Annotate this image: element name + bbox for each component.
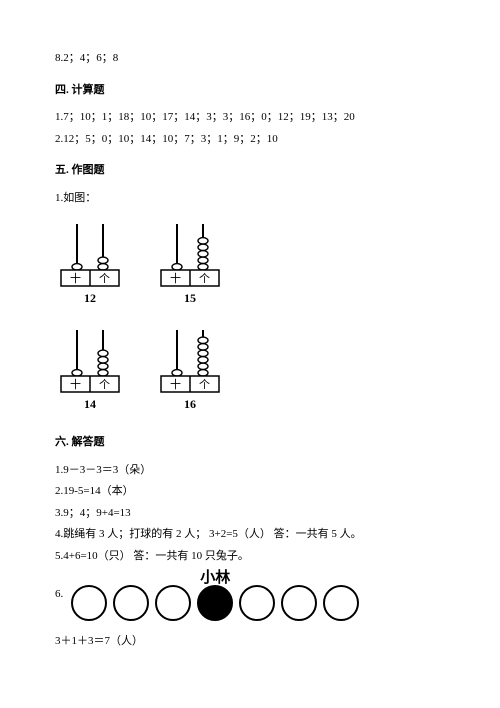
- circle-empty-icon: [113, 585, 149, 621]
- svg-text:十: 十: [170, 271, 181, 285]
- svg-text:十: 十: [70, 271, 81, 285]
- q6-circles: 6. 小林: [55, 570, 445, 621]
- circle-column: [323, 585, 359, 621]
- q2: 2.19-5=14（本）: [55, 483, 445, 501]
- section-4-line-2: 2.12；5；0；10；14；10；7；3；1；9；2；10: [55, 131, 445, 149]
- circle-column: [239, 585, 275, 621]
- q6-calc: 3＋1＋3＝7（人）: [55, 633, 445, 651]
- abacus: 十 个14: [55, 328, 125, 414]
- abacus-grid: 十个12十个15 十个14十个16: [55, 222, 445, 414]
- circle-column: [71, 585, 107, 621]
- q6-prefix: 6.: [55, 586, 63, 604]
- circle-label: 小林: [200, 570, 230, 585]
- abacus-value: 14: [84, 395, 96, 414]
- svg-text:个: 个: [199, 272, 210, 285]
- abacus: 十 个15: [155, 222, 225, 308]
- circle-empty-icon: [155, 585, 191, 621]
- circle-empty-icon: [239, 585, 275, 621]
- section-6-heading: 六. 解答题: [55, 434, 445, 452]
- svg-text:个: 个: [99, 272, 110, 285]
- section-5-intro: 1.如图：: [55, 190, 445, 208]
- svg-text:个: 个: [99, 378, 110, 391]
- section-5-heading: 五. 作图题: [55, 162, 445, 180]
- q5: 5.4+6=10（只） 答：一共有 10 只兔子。: [55, 548, 445, 566]
- abacus-value: 12: [84, 289, 96, 308]
- circle-empty-icon: [323, 585, 359, 621]
- q3: 3.9；4；9+4=13: [55, 505, 445, 523]
- abacus: 十 个12: [55, 222, 125, 308]
- abacus: 十 个16: [155, 328, 225, 414]
- circle-empty-icon: [71, 585, 107, 621]
- line-8: 8.2；4；6；8: [55, 50, 445, 68]
- circle-column: [281, 585, 317, 621]
- q1: 1.9－3－3＝3（朵）: [55, 462, 445, 480]
- q4: 4.跳绳有 3 人；打球的有 2 人； 3+2=5（人） 答：一共有 5 人。: [55, 526, 445, 544]
- circle-empty-icon: [281, 585, 317, 621]
- svg-text:十: 十: [170, 377, 181, 391]
- abacus-value: 16: [184, 395, 196, 414]
- circle-column: 小林: [197, 570, 233, 621]
- abacus-value: 15: [184, 289, 196, 308]
- circle-filled-icon: [197, 585, 233, 621]
- circle-column: [155, 585, 191, 621]
- section-4-heading: 四. 计算题: [55, 82, 445, 100]
- section-4-line-1: 1.7；10；1；18；10；17；14；3；3；16；0；12；19；13；2…: [55, 109, 445, 127]
- abacus-row: 十个12十个15: [55, 222, 445, 308]
- circle-column: [113, 585, 149, 621]
- svg-text:个: 个: [199, 378, 210, 391]
- abacus-row: 十个14十个16: [55, 328, 445, 414]
- svg-text:十: 十: [70, 377, 81, 391]
